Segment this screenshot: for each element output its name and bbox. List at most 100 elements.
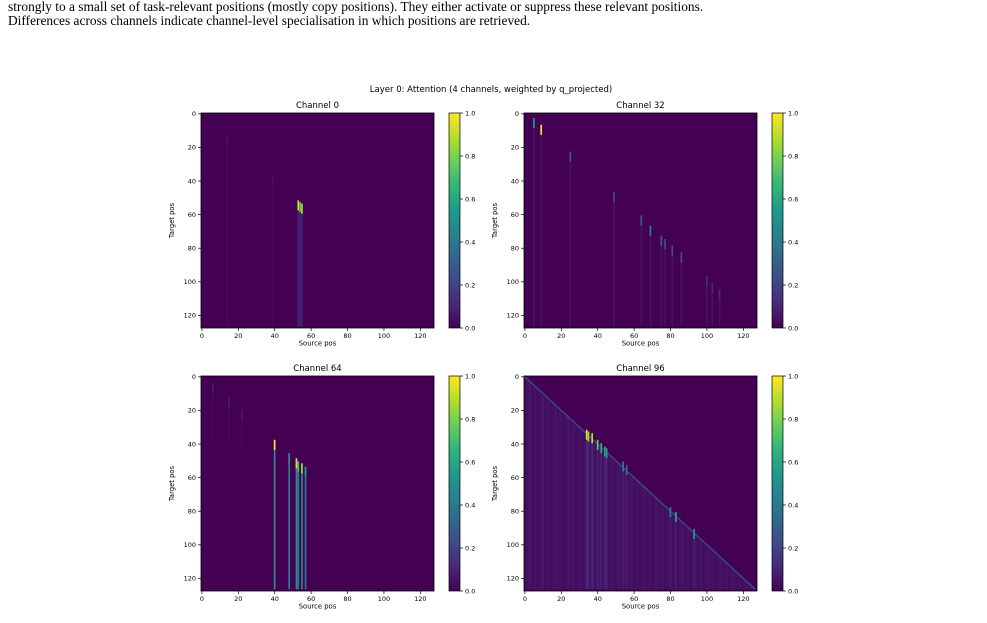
attention-column-tail [649, 225, 652, 327]
y-tick-label: 80 [188, 508, 196, 516]
attention-column-tail [660, 235, 663, 327]
colorbar-gradient [448, 375, 461, 592]
attention-column-peak [273, 439, 276, 450]
attention-column-peak [301, 463, 303, 474]
y-tick-label: 120 [184, 312, 196, 320]
diagonal-cell [726, 562, 728, 590]
y-tick-label: 40 [511, 177, 519, 185]
x-tick-label: 100 [701, 595, 713, 603]
diagonal-cell [629, 473, 632, 590]
x-tick-label: 0 [523, 595, 527, 603]
colorbar-tick-label: 0.0 [465, 324, 475, 332]
y-tick-label: 40 [188, 177, 196, 185]
diagonal-cell [656, 498, 659, 590]
diagonal-cell [684, 523, 687, 590]
colorbar-tick-label: 1.0 [465, 372, 475, 380]
attention-column-peak [669, 507, 672, 518]
diagonal-cell [553, 402, 555, 590]
diagonal-cell [644, 486, 646, 590]
colorbar-tick-label: 0.2 [465, 544, 475, 552]
diagonal-cell [720, 557, 723, 590]
attention-column-tail [228, 397, 230, 445]
attention-column-peak [299, 202, 301, 213]
attention-column-tail [591, 433, 593, 590]
diagonal-cell [667, 508, 670, 590]
attention-column-peak [295, 458, 298, 469]
diagonal-cell [689, 528, 692, 590]
axes-frame [200, 375, 435, 592]
attention-column-peak [680, 252, 683, 263]
attention-column-peak [301, 203, 303, 214]
attention-column-peak [711, 282, 714, 293]
x-axis: 0 20 40 60 80 100 120 Source pos [200, 328, 427, 348]
diagonal-cell [531, 382, 534, 590]
y-axis: 0 20 40 60 80 100 120 Target pos [168, 373, 201, 583]
heatmap-background [201, 113, 434, 328]
diagonal-cell [740, 575, 743, 590]
diagonal-cell [593, 439, 595, 590]
y-tick-label: 20 [511, 144, 519, 152]
diagonal-cell [631, 475, 634, 590]
attention-columns [211, 382, 307, 590]
panel-title: Channel 32 [616, 101, 664, 111]
x-tick-label: 60 [307, 332, 315, 340]
diagonal-cell [702, 540, 705, 590]
attention-column-tail [675, 512, 677, 590]
y-tick-label: 120 [184, 575, 196, 583]
x-tick-label: 0 [200, 595, 204, 603]
y-axis: 0 20 40 60 80 100 120 Target pos [168, 110, 201, 320]
attention-column-peak [271, 175, 274, 186]
diagonal-cell [698, 537, 701, 590]
attention-column-peak [718, 289, 721, 300]
caption-text: strongly to a small set of task-relevant… [8, 0, 980, 28]
diagonal-cell [613, 458, 616, 590]
colorbar-tick-label: 0.4 [788, 501, 798, 509]
diagonal-cell [549, 399, 552, 590]
diagonal-cell [524, 376, 526, 590]
heatmap-panel-1: Channel 32 0 20 40 60 80 100 120 Source pos 0 20 40… [491, 101, 798, 348]
y-axis-label: Target pos [168, 202, 176, 239]
diagonal-cell [738, 574, 741, 590]
colorbar-tick-label: 0.8 [788, 415, 798, 423]
colorbar-gradient [448, 112, 461, 329]
diagonal-cell [722, 559, 725, 590]
x-tick-label: 120 [737, 332, 749, 340]
attention-columns [585, 429, 695, 590]
y-tick-label: 100 [507, 541, 519, 549]
diagonal-cell [554, 404, 557, 590]
diagonal-cell [589, 436, 592, 590]
attention-column-tail [288, 453, 291, 590]
diagonal-cell [707, 545, 710, 590]
attention-column-peak [228, 397, 230, 408]
y-axis: 0 20 40 60 80 100 120 Target pos [491, 373, 524, 583]
attention-column-peak [706, 275, 708, 287]
x-tick-label: 60 [630, 332, 638, 340]
diagonal-cell [645, 488, 648, 590]
diagonal-cell [609, 454, 612, 590]
attention-column-tail [600, 443, 603, 590]
caption-line-2: Differences across channels indicate cha… [8, 13, 531, 28]
attention-column-tail [718, 289, 721, 327]
y-tick-label: 80 [511, 245, 519, 253]
diagonal-cell [525, 377, 528, 590]
diagonal-cell [673, 513, 676, 590]
x-tick-label: 80 [666, 332, 674, 340]
y-tick-label: 80 [511, 508, 519, 516]
diagonal-cell [567, 416, 570, 590]
attention-column-tail [211, 382, 214, 440]
colorbar-tick-label: 0.4 [465, 238, 475, 246]
attention-column-tail [226, 134, 229, 327]
diagonal-cell [582, 429, 585, 590]
diagonal-cell [713, 550, 716, 590]
heatmap-panel-2: Channel 64 0 20 40 60 80 100 120 Source pos 0 20 40… [168, 364, 475, 611]
colorbar-tick-label: 0.0 [788, 587, 798, 595]
diagonal-cell [618, 463, 621, 590]
diagonal-cell [574, 423, 577, 590]
attention-column-peak [591, 433, 593, 444]
attention-column-peak [211, 382, 214, 393]
heatmap-panels: Channel 0 0 20 40 60 80 100 120 Source pos 0 20 40 6… [168, 101, 798, 611]
diagonal-cell [607, 453, 610, 590]
diagonal-cell [569, 417, 572, 590]
diagonal-cell [731, 567, 734, 590]
diagonal-cell [545, 396, 548, 590]
